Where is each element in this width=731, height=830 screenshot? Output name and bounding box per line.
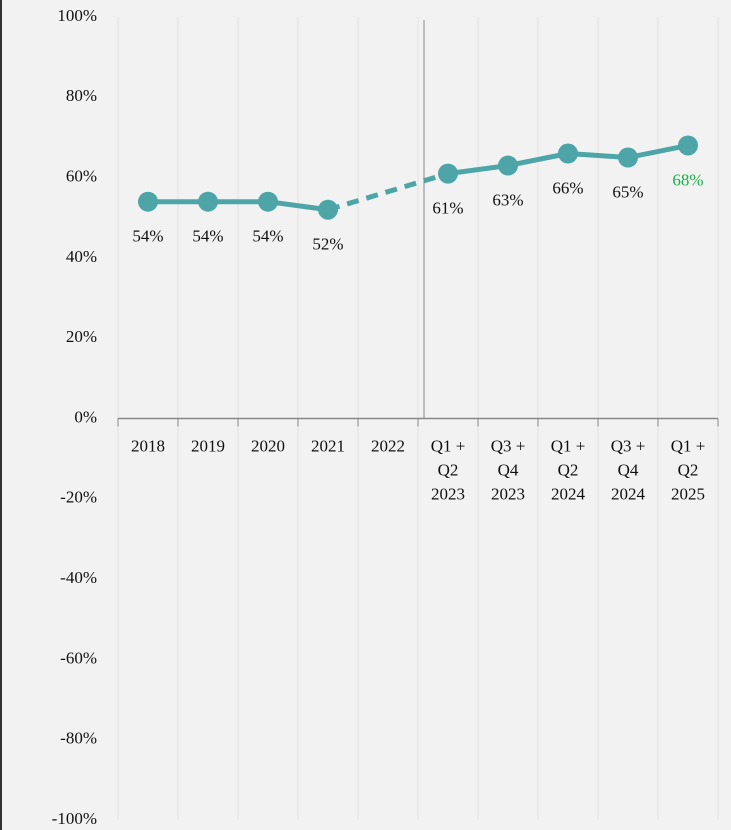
data-point <box>138 191 158 212</box>
data-label: 54% <box>252 227 283 246</box>
x-tick-label: Q3 + Q4 2023 <box>491 436 526 503</box>
y-tick-label: -20% <box>60 488 97 507</box>
data-label: 68% <box>672 170 703 189</box>
data-label: 54% <box>192 227 223 246</box>
x-tick-label: Q1 + Q2 2023 <box>431 436 466 503</box>
y-tick-label: 40% <box>66 247 97 266</box>
x-tick-label: 2019 <box>191 436 225 455</box>
data-point <box>438 163 458 184</box>
data-point <box>258 191 278 212</box>
data-point <box>498 155 518 176</box>
data-point <box>558 143 578 164</box>
y-tick-label: 0% <box>74 407 97 426</box>
y-tick-label: -80% <box>60 729 97 748</box>
data-label: 65% <box>612 182 643 201</box>
y-tick-label: -60% <box>60 648 97 667</box>
x-tick-label: 2021 <box>311 436 345 455</box>
x-tick-label: Q3 + Q4 2024 <box>611 436 646 503</box>
x-tick-label: Q1 + Q2 2024 <box>551 436 586 503</box>
data-label: 61% <box>432 198 463 217</box>
data-label: 66% <box>552 178 583 197</box>
y-tick-label: 60% <box>66 167 97 186</box>
data-point <box>618 147 638 168</box>
line-series <box>148 199 329 213</box>
x-tick-label: 2018 <box>131 436 165 455</box>
y-tick-label: 100% <box>57 6 97 25</box>
data-label: 52% <box>312 235 343 254</box>
data-point <box>198 191 218 212</box>
x-tick-label: 2020 <box>251 436 285 455</box>
data-label: 54% <box>132 227 163 246</box>
data-label: 63% <box>492 190 523 209</box>
x-tick-label: 2022 <box>371 436 405 455</box>
data-point <box>678 135 698 156</box>
data-point <box>318 199 338 220</box>
y-tick-label: -40% <box>60 568 97 587</box>
y-tick-label: 20% <box>66 327 97 346</box>
y-tick-label: 80% <box>66 86 97 105</box>
line-gap-bridge <box>327 171 449 213</box>
x-tick-label: Q1 + Q2 2025 <box>671 436 706 503</box>
y-tick-label: -100% <box>52 809 97 828</box>
